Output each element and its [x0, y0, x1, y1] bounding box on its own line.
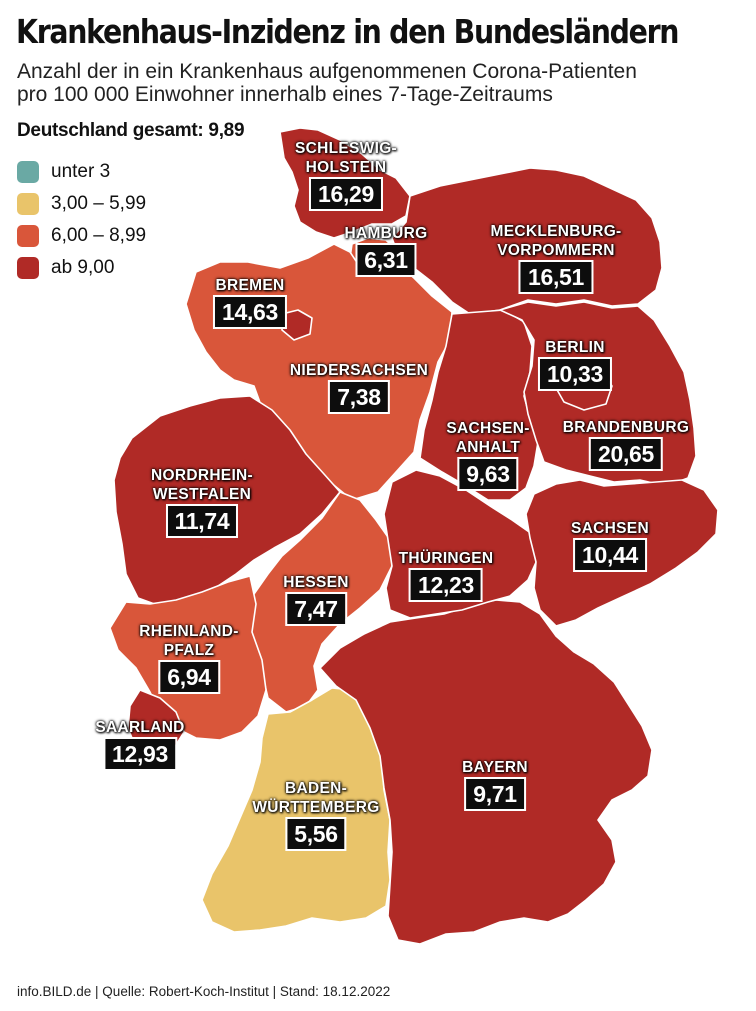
state-label-sn: SACHSEN 10,44: [571, 519, 649, 572]
state-value: 7,38: [328, 380, 390, 414]
legend-swatch: [17, 161, 39, 183]
legend-swatch: [17, 193, 39, 215]
state-name: BERLIN: [545, 339, 605, 356]
state-name: BAYERN: [462, 759, 528, 776]
state-name: BREMEN: [215, 277, 285, 294]
state-name: PFALZ: [163, 642, 215, 659]
state-value: 7,47: [285, 592, 347, 626]
state-value: 9,71: [464, 777, 526, 811]
state-value: 9,63: [457, 457, 519, 491]
legend-swatch: [17, 225, 39, 247]
state-label-by: BAYERN 9,71: [462, 758, 528, 811]
state-value: 16,29: [308, 177, 384, 211]
state-value: 12,23: [408, 568, 484, 602]
legend-label: 6,00 – 8,99: [51, 225, 147, 246]
state-label-sh: SCHLESWIG- HOLSTEIN 16,29: [294, 139, 398, 211]
state-name: THÜRINGEN: [398, 550, 494, 567]
state-region-hb[interactable]: [281, 309, 313, 341]
state-name: VORPOMMERN: [497, 242, 615, 259]
state-label-bb: BRANDENBURG 20,65: [562, 418, 690, 471]
subtitle-line-2: pro 100 000 Einwohner innerhalb eines 7-…: [17, 83, 553, 106]
state-region-rp[interactable]: [109, 575, 267, 741]
state-value: 16,51: [518, 260, 594, 294]
state-value: 10,33: [537, 357, 613, 391]
state-region-nw[interactable]: [113, 395, 341, 607]
state-name: BRANDENBURG: [562, 419, 690, 436]
state-value: 14,63: [212, 295, 288, 329]
state-name: BADEN-: [284, 780, 348, 797]
source-footer: info.BILD.de | Quelle: Robert-Koch-Insti…: [17, 984, 391, 999]
state-label-hb: BREMEN 14,63: [212, 276, 288, 329]
state-value: 6,94: [158, 660, 220, 694]
legend-item-6-to-9: 6,00 – 8,99: [17, 220, 146, 252]
state-name: HESSEN: [283, 574, 349, 591]
legend-label: ab 9,00: [51, 257, 115, 278]
state-name: SACHSEN: [571, 520, 649, 537]
state-label-st: SACHSEN- ANHALT 9,63: [446, 419, 530, 491]
state-label-sl: SAARLAND 12,93: [95, 718, 185, 771]
state-value: 20,65: [588, 437, 664, 471]
state-name: ANHALT: [455, 439, 521, 456]
legend-label: unter 3: [51, 161, 111, 182]
state-name: SCHLESWIG-: [294, 140, 398, 157]
state-label-nw: NORDRHEIN- WESTFALEN 11,74: [150, 466, 254, 538]
subtitle-line-1: Anzahl der in ein Krankenhaus aufgenomme…: [17, 60, 637, 83]
state-value: 6,31: [355, 243, 417, 277]
state-label-ni: NIEDERSACHSEN 7,38: [289, 361, 429, 414]
state-name: NORDRHEIN-: [150, 467, 254, 484]
state-label-bw: BADEN- WÜRTTEMBERG 5,56: [252, 779, 380, 851]
state-name: WESTFALEN: [152, 486, 252, 503]
page-title: Krankenhaus-Inzidenz in den Bundesländer…: [16, 12, 680, 51]
legend-label: 3,00 – 5,99: [51, 193, 147, 214]
state-region-st[interactable]: [419, 309, 539, 501]
state-label-th: THÜRINGEN 12,23: [398, 549, 494, 602]
state-name: NIEDERSACHSEN: [289, 362, 429, 379]
legend-swatch: [17, 257, 39, 279]
state-label-be: BERLIN 10,33: [537, 338, 613, 391]
state-value: 11,74: [165, 504, 239, 538]
subtitle: Anzahl der in ein Krankenhaus aufgenomme…: [17, 60, 717, 106]
germany-total: Deutschland gesamt: 9,89: [17, 120, 245, 141]
state-region-mv[interactable]: [391, 167, 663, 315]
legend-item-3-to-6: 3,00 – 5,99: [17, 188, 146, 220]
state-label-hh: HAMBURG 6,31: [344, 224, 428, 277]
state-value: 5,56: [285, 817, 347, 851]
state-name: RHEINLAND-: [139, 623, 239, 640]
state-name: WÜRTTEMBERG: [252, 799, 380, 816]
state-value: 12,93: [102, 737, 178, 771]
state-name: MECKLENBURG-: [490, 223, 622, 240]
legend: unter 3 3,00 – 5,99 6,00 – 8,99 ab 9,00: [17, 156, 146, 284]
state-value: 10,44: [572, 538, 648, 572]
state-name: SAARLAND: [95, 719, 185, 736]
state-label-he: HESSEN 7,47: [283, 573, 349, 626]
legend-item-under-3: unter 3: [17, 156, 146, 188]
state-name: HOLSTEIN: [305, 159, 387, 176]
state-name: HAMBURG: [344, 225, 428, 242]
state-name: SACHSEN-: [446, 420, 530, 437]
state-label-rp: RHEINLAND- PFALZ 6,94: [139, 622, 239, 694]
legend-item-above-9: ab 9,00: [17, 252, 146, 284]
state-label-mv: MECKLENBURG- VORPOMMERN 16,51: [490, 222, 622, 294]
